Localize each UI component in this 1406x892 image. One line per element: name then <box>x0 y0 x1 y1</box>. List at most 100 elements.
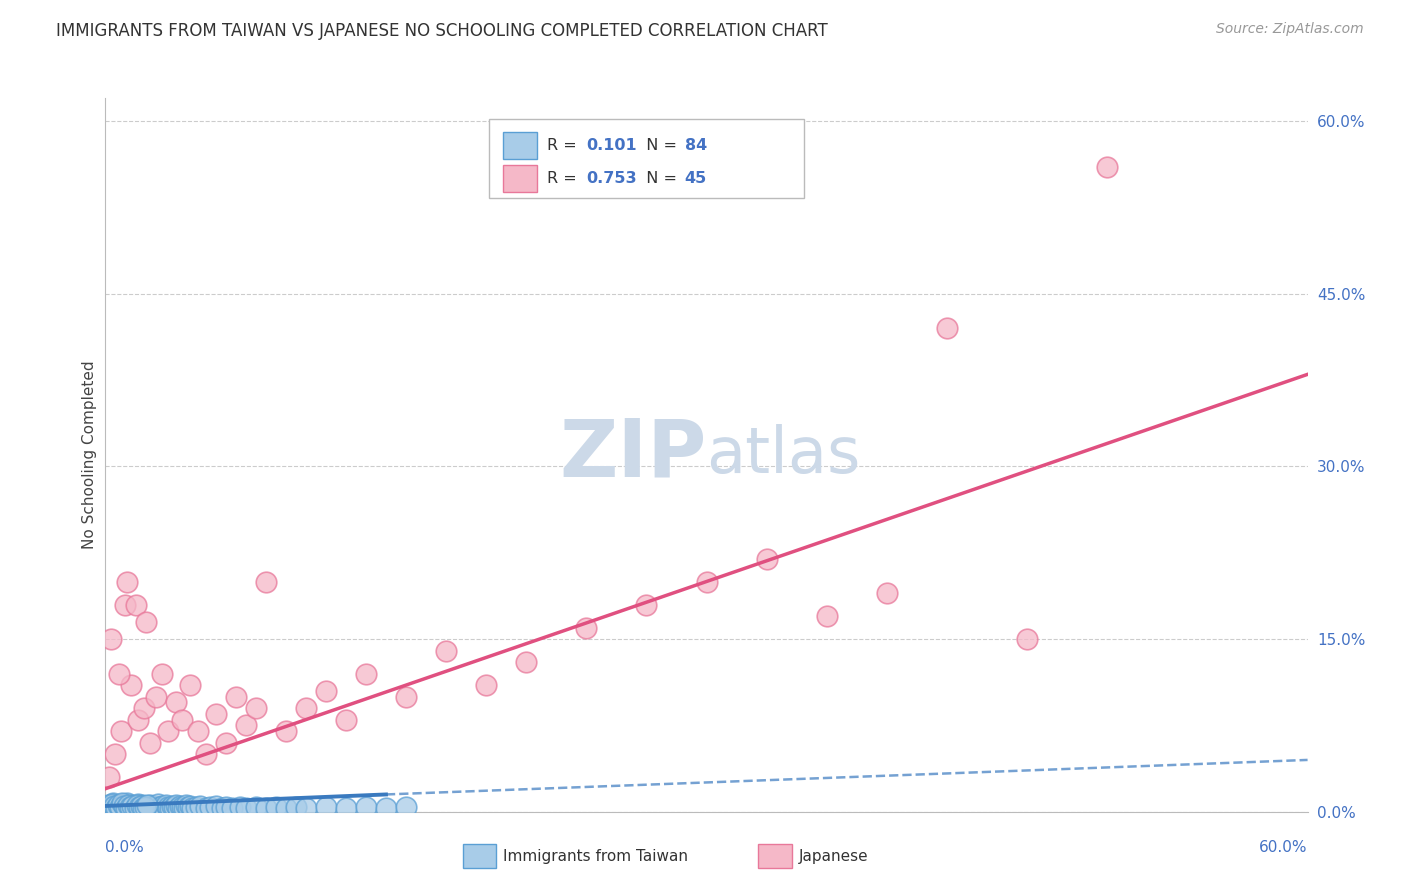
Point <box>114 598 136 612</box>
Text: 0.101: 0.101 <box>586 138 637 153</box>
Point <box>107 797 129 812</box>
Point <box>122 799 145 814</box>
Point <box>176 800 198 814</box>
Text: 0.753: 0.753 <box>586 171 637 186</box>
Point <box>475 678 498 692</box>
Point <box>104 800 127 814</box>
Point <box>135 615 157 629</box>
Point <box>112 799 135 814</box>
Text: 84: 84 <box>685 138 707 153</box>
Text: atlas: atlas <box>707 424 860 486</box>
Point <box>117 796 139 810</box>
Point <box>96 801 118 815</box>
Point <box>354 800 377 814</box>
Point <box>121 678 143 692</box>
Text: 0.0%: 0.0% <box>105 840 145 855</box>
Point <box>936 321 959 335</box>
Point <box>107 797 129 812</box>
Point <box>395 690 418 704</box>
Point <box>1015 632 1038 646</box>
Point <box>165 695 187 709</box>
Point <box>131 797 153 812</box>
Point <box>100 632 122 646</box>
Point <box>136 801 159 815</box>
Point <box>146 797 169 811</box>
Point <box>184 800 207 814</box>
Point <box>104 747 127 761</box>
Point <box>374 801 398 815</box>
Point <box>105 801 128 815</box>
Point <box>180 801 202 815</box>
Point <box>274 801 297 815</box>
Point <box>160 799 183 814</box>
Text: Source: ZipAtlas.com: Source: ZipAtlas.com <box>1216 22 1364 37</box>
Point <box>815 609 838 624</box>
Point <box>284 800 307 814</box>
Point <box>135 800 157 814</box>
Point <box>100 802 122 816</box>
Point <box>335 801 357 815</box>
Point <box>111 796 134 810</box>
Point <box>315 684 337 698</box>
Point <box>121 799 143 814</box>
Point <box>98 770 121 784</box>
Point <box>131 801 153 815</box>
Point <box>156 800 179 814</box>
Point <box>110 797 132 811</box>
Point <box>138 797 160 812</box>
Point <box>120 800 142 814</box>
Point <box>755 551 778 566</box>
Point <box>110 800 132 814</box>
Text: ZIP: ZIP <box>560 416 707 494</box>
Point <box>245 800 267 814</box>
Text: N =: N = <box>636 171 682 186</box>
Point <box>152 801 174 815</box>
Text: Japanese: Japanese <box>799 849 869 863</box>
Point <box>125 797 148 812</box>
Point <box>115 801 138 815</box>
Point <box>221 801 243 815</box>
Point <box>156 724 179 739</box>
Point <box>150 799 173 814</box>
Point <box>254 801 277 815</box>
Point <box>97 797 120 812</box>
Point <box>235 718 257 732</box>
Point <box>170 713 193 727</box>
Text: 60.0%: 60.0% <box>1260 840 1308 855</box>
Point <box>138 736 160 750</box>
Point <box>187 724 209 739</box>
Point <box>264 800 287 814</box>
Point <box>128 800 150 814</box>
Point <box>127 797 149 811</box>
Point <box>166 801 188 815</box>
Point <box>225 690 247 704</box>
Point <box>696 574 718 589</box>
Point <box>211 801 233 815</box>
Point <box>108 801 131 815</box>
Point <box>173 801 195 815</box>
Point <box>245 701 267 715</box>
Point <box>169 799 191 814</box>
Point <box>194 747 217 761</box>
Point <box>118 801 141 815</box>
Point <box>204 799 226 814</box>
Point <box>129 799 152 814</box>
Point <box>145 801 167 815</box>
Point <box>110 724 132 739</box>
Point <box>274 724 297 739</box>
Point <box>132 799 155 814</box>
Point <box>103 796 125 810</box>
Point <box>228 800 250 814</box>
Point <box>148 800 170 814</box>
Point <box>100 800 122 814</box>
Point <box>214 800 236 814</box>
Point <box>114 800 136 814</box>
Point <box>141 800 163 814</box>
Text: IMMIGRANTS FROM TAIWAN VS JAPANESE NO SCHOOLING COMPLETED CORRELATION CHART: IMMIGRANTS FROM TAIWAN VS JAPANESE NO SC… <box>56 22 828 40</box>
Point <box>295 701 318 715</box>
Point <box>354 666 377 681</box>
Point <box>150 666 173 681</box>
Point <box>295 801 318 815</box>
Y-axis label: No Schooling Completed: No Schooling Completed <box>82 360 97 549</box>
Point <box>165 797 187 812</box>
